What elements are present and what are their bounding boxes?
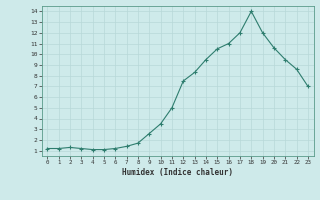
- X-axis label: Humidex (Indice chaleur): Humidex (Indice chaleur): [122, 168, 233, 177]
